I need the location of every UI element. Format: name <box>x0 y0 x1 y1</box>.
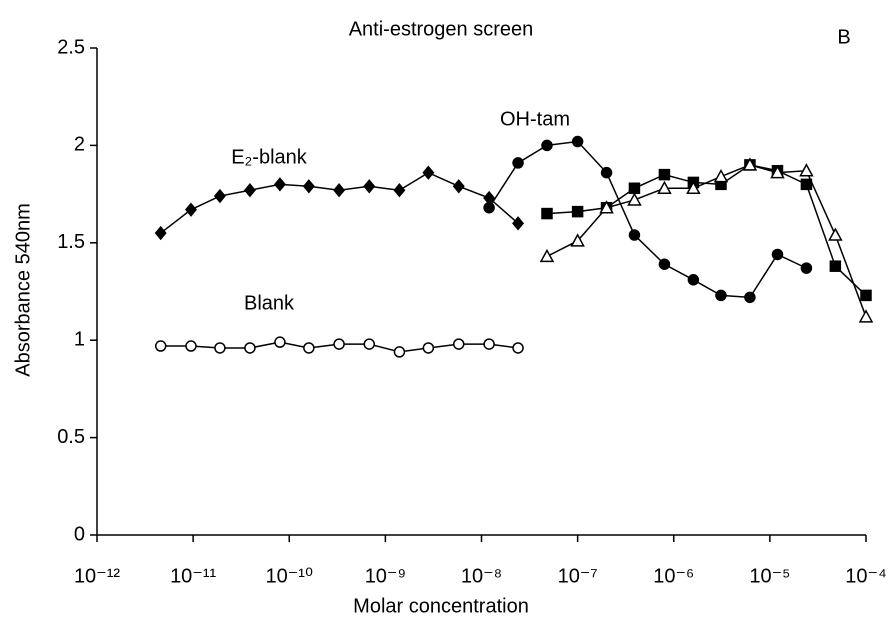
marker <box>828 227 843 241</box>
series-annotation: OH-tam <box>500 108 570 130</box>
marker <box>243 183 256 198</box>
y-tick-label: 0 <box>74 523 85 545</box>
x-tick-label: 10⁻⁵ <box>749 565 790 587</box>
y-tick-label: 0.5 <box>57 426 85 448</box>
marker <box>539 248 555 263</box>
series-line <box>546 164 867 318</box>
series-line <box>160 171 519 234</box>
marker <box>744 291 756 304</box>
marker <box>628 229 641 241</box>
marker <box>800 178 813 191</box>
marker <box>302 179 315 194</box>
marker <box>483 338 495 350</box>
marker <box>185 340 197 352</box>
marker <box>742 157 758 171</box>
marker <box>799 163 814 177</box>
marker <box>570 233 585 247</box>
x-tick-label: 10⁻⁸ <box>461 565 502 587</box>
marker <box>541 139 553 152</box>
marker <box>571 205 584 218</box>
x-tick-label: 10⁻⁴ <box>845 565 886 587</box>
marker <box>800 262 813 274</box>
marker <box>185 202 197 217</box>
marker <box>770 165 785 179</box>
marker <box>628 182 641 195</box>
series-line <box>488 140 807 299</box>
marker <box>333 338 345 350</box>
marker <box>363 338 376 350</box>
series-line <box>546 164 867 296</box>
chart-title: Anti-estrogen screen <box>349 18 534 40</box>
series-annotation: Blank <box>244 292 295 314</box>
y-tick-label: 2 <box>74 134 85 156</box>
marker <box>512 342 524 354</box>
x-axis-label: Molar concentration <box>353 595 529 617</box>
y-tick-label: 1 <box>74 328 85 350</box>
x-tick-label: 10⁻⁶ <box>653 565 694 587</box>
marker <box>512 216 525 231</box>
y-tick-label: 2.5 <box>57 36 85 58</box>
marker <box>333 183 346 198</box>
marker <box>541 207 553 220</box>
marker <box>512 157 524 169</box>
marker <box>599 200 614 214</box>
marker <box>686 180 701 195</box>
series-annotation: E₂-blank <box>231 146 308 168</box>
marker <box>657 180 672 195</box>
marker <box>687 274 700 286</box>
marker <box>363 179 376 194</box>
y-axis-label: Absorbance 540nm <box>12 203 34 376</box>
marker <box>213 188 226 204</box>
marker <box>829 260 842 272</box>
marker <box>453 338 465 350</box>
marker <box>214 342 226 354</box>
x-tick-label: 10⁻¹¹ <box>170 565 216 587</box>
marker <box>860 289 872 302</box>
marker <box>571 135 584 148</box>
marker <box>154 340 167 352</box>
marker <box>627 192 642 206</box>
panel-label: B <box>837 26 850 48</box>
marker <box>715 289 727 302</box>
marker <box>452 179 465 194</box>
marker <box>303 342 315 354</box>
marker <box>771 248 784 261</box>
marker <box>713 169 729 183</box>
x-tick-label: 10⁻¹² <box>74 565 120 587</box>
marker <box>393 346 406 358</box>
marker <box>273 177 286 192</box>
x-tick-label: 10⁻⁷ <box>558 565 598 587</box>
marker <box>422 342 435 354</box>
marker <box>858 309 874 323</box>
y-tick-label: 1.5 <box>57 231 85 253</box>
x-tick-label: 10⁻⁹ <box>365 565 406 587</box>
marker <box>274 336 286 348</box>
marker <box>600 166 613 179</box>
x-tick-label: 10⁻¹⁰ <box>266 565 313 587</box>
marker <box>393 183 406 198</box>
marker <box>658 258 671 270</box>
marker <box>658 168 671 181</box>
marker <box>154 225 167 241</box>
marker <box>422 165 435 180</box>
marker <box>244 342 256 354</box>
marker <box>483 201 495 214</box>
